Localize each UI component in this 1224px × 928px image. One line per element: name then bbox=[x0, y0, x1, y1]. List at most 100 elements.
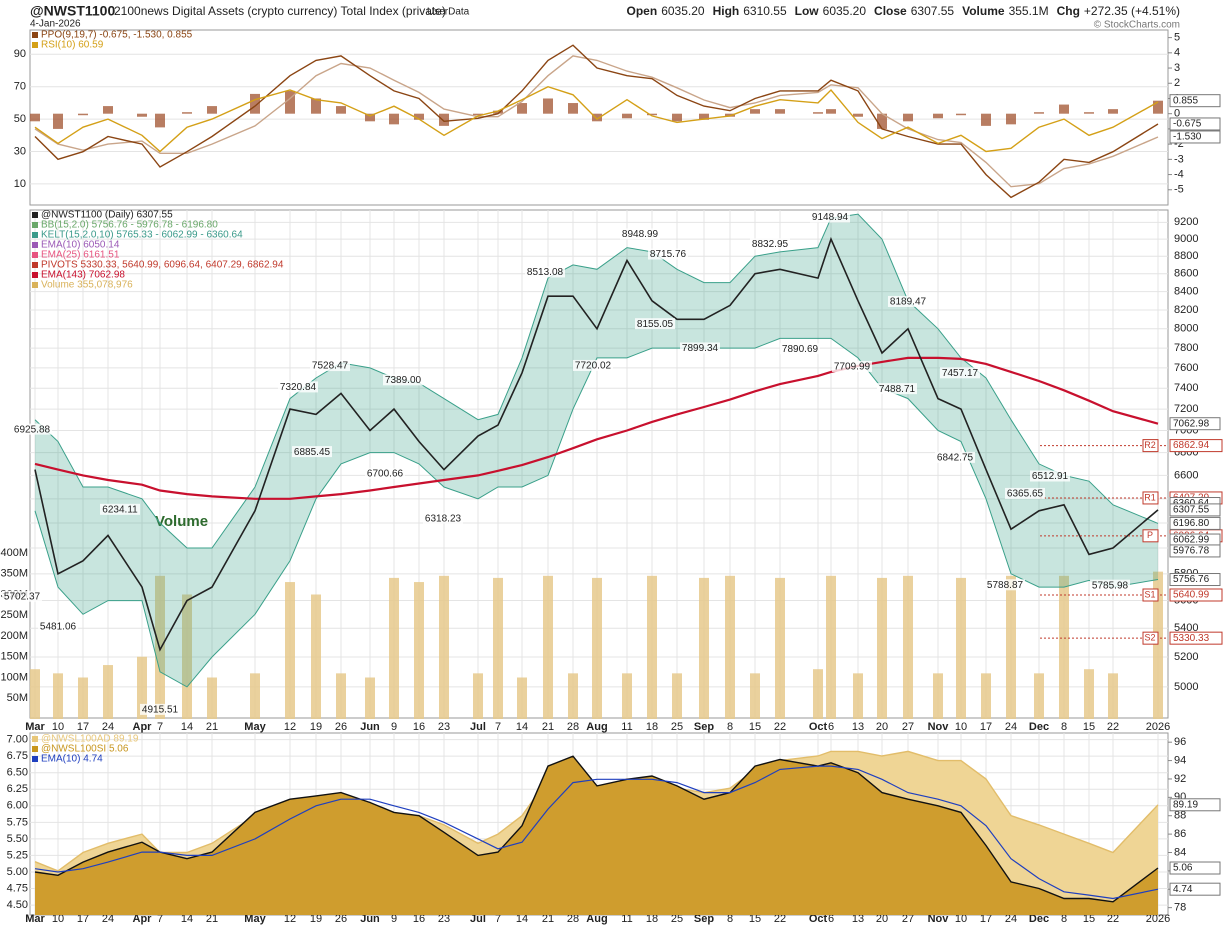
line bbox=[34, 755, 1159, 903]
x-tick-label: Jun bbox=[360, 721, 380, 733]
x-tick-label: 7 bbox=[157, 913, 163, 925]
x-tick-label: 14 bbox=[181, 721, 193, 733]
annotation-bg bbox=[100, 503, 140, 515]
price-annotation: 6512.91 bbox=[1032, 471, 1069, 482]
y-tick-label: 7600 bbox=[1174, 362, 1198, 374]
y-tick-label: 7400 bbox=[1174, 382, 1198, 394]
y-tick-label: 6.75 bbox=[7, 750, 28, 762]
price-annotation: 7320.84 bbox=[280, 382, 317, 393]
x-tick-label: 28 bbox=[567, 913, 579, 925]
legend-entry: RSI(10) 60.59 bbox=[41, 40, 104, 51]
volume-bar bbox=[311, 594, 321, 719]
x-tick-label: 21 bbox=[542, 913, 554, 925]
value-tag-label: 4.74 bbox=[1173, 884, 1193, 895]
pivot-name: S2 bbox=[1144, 633, 1155, 643]
quote-value: 6307.55 bbox=[911, 4, 955, 18]
histogram-bar bbox=[365, 113, 375, 122]
x-tick-label: 2026 bbox=[1146, 721, 1170, 733]
histogram-bar bbox=[933, 113, 943, 119]
x-tick-label: 10 bbox=[52, 913, 64, 925]
volume-tick-label: 350M bbox=[0, 568, 28, 580]
volume-bar bbox=[981, 673, 991, 719]
volume-bar bbox=[775, 577, 785, 719]
x-tick-label: 11 bbox=[621, 721, 632, 733]
pivot-name: R2 bbox=[1144, 440, 1156, 450]
price-annotation: 5702.37 bbox=[4, 591, 41, 602]
price-annotation: 8189.47 bbox=[890, 297, 927, 308]
x-tick-label: 8 bbox=[1061, 913, 1067, 925]
price-annotation: 7899.34 bbox=[682, 343, 719, 354]
x-tick-label: 14 bbox=[181, 913, 193, 925]
y2-tick-label: 96 bbox=[1174, 736, 1186, 748]
x-tick-label: 10 bbox=[52, 721, 64, 733]
legend-entry: PIVOTS 5330.33, 5640.99, 6096.64, 6407.2… bbox=[41, 260, 284, 271]
y-tick-label: 30 bbox=[14, 145, 26, 157]
y2-tick-label: 5 bbox=[1174, 32, 1180, 44]
volume-bar bbox=[103, 665, 113, 719]
y-tick-label: 70 bbox=[14, 81, 26, 93]
legend-swatch bbox=[32, 42, 38, 48]
x-tick-label: Sep bbox=[694, 913, 714, 925]
volume-bar bbox=[137, 656, 147, 719]
x-tick-label: 2026 bbox=[1146, 913, 1170, 925]
x-tick-label: Apr bbox=[133, 721, 153, 733]
y2-tick-label: 88 bbox=[1174, 810, 1186, 822]
x-tick-label: 9 bbox=[391, 721, 397, 733]
x-tick-label: 28 bbox=[567, 721, 579, 733]
value-tag-label: 6307.55 bbox=[1173, 505, 1210, 516]
volume-bar bbox=[1084, 669, 1094, 719]
legend-entry: @NWSL100SI 5.06 bbox=[41, 744, 129, 755]
quote-label: Low bbox=[795, 4, 820, 18]
value-tag-label: 5976.78 bbox=[1173, 546, 1210, 557]
x-tick-label: 22 bbox=[774, 721, 786, 733]
legend-entry: KELT(15,2.0,10) 5765.33 - 6062.99 - 6360… bbox=[41, 230, 243, 241]
x-tick-label: 25 bbox=[671, 721, 683, 733]
legend-swatch bbox=[32, 212, 38, 218]
volume-bar bbox=[699, 577, 709, 719]
histogram-bar bbox=[155, 113, 165, 128]
annotation-bg bbox=[780, 343, 820, 355]
annotation-bg bbox=[278, 381, 318, 393]
legend-swatch bbox=[32, 242, 38, 248]
histogram-bar bbox=[182, 112, 192, 114]
price-annotation: 8715.76 bbox=[650, 249, 687, 260]
x-tick-label: 20 bbox=[876, 721, 888, 733]
histogram-bar bbox=[568, 103, 578, 114]
price-annotation: 5785.98 bbox=[1092, 580, 1129, 591]
x-tick-label: 26 bbox=[335, 721, 347, 733]
value-tag bbox=[1169, 130, 1221, 144]
x-tick-label: 23 bbox=[438, 721, 450, 733]
pivot-box bbox=[1142, 491, 1159, 505]
annotation-bg bbox=[525, 266, 565, 278]
histogram-bar bbox=[493, 110, 503, 114]
legend-swatch bbox=[32, 272, 38, 278]
histogram-bar bbox=[439, 113, 449, 126]
price-annotation: 7890.69 bbox=[782, 344, 819, 355]
value-tag-label: 6062.99 bbox=[1173, 535, 1210, 546]
histogram-bar bbox=[285, 90, 295, 114]
x-tick-label: 19 bbox=[310, 721, 322, 733]
volume-tick-label: 200M bbox=[0, 630, 28, 642]
histogram-bar bbox=[336, 106, 346, 114]
x-tick-label: 26 bbox=[335, 913, 347, 925]
value-tag bbox=[1169, 117, 1221, 131]
x-tick-label: 8 bbox=[727, 913, 733, 925]
histogram-bar bbox=[137, 113, 147, 117]
price-annotation: 6842.75 bbox=[937, 452, 974, 463]
annotation-bg bbox=[12, 423, 52, 435]
volume-bar bbox=[1034, 673, 1044, 719]
volume-bar bbox=[182, 594, 192, 719]
legend-entry: EMA(143) 7062.98 bbox=[41, 270, 125, 281]
value-tag bbox=[1169, 573, 1221, 587]
histogram-bar bbox=[30, 113, 40, 122]
annotation-bg bbox=[140, 703, 180, 715]
price-annotation: 8155.05 bbox=[637, 319, 674, 330]
volume-bar bbox=[543, 575, 553, 719]
value-tag bbox=[1169, 516, 1221, 530]
histogram-bar bbox=[981, 113, 991, 126]
volume-bar bbox=[903, 575, 913, 719]
x-tick-label: 12 bbox=[284, 721, 296, 733]
annotation-bg bbox=[888, 295, 928, 307]
x-tick-label: 24 bbox=[1005, 721, 1017, 733]
legend-swatch bbox=[32, 232, 38, 238]
